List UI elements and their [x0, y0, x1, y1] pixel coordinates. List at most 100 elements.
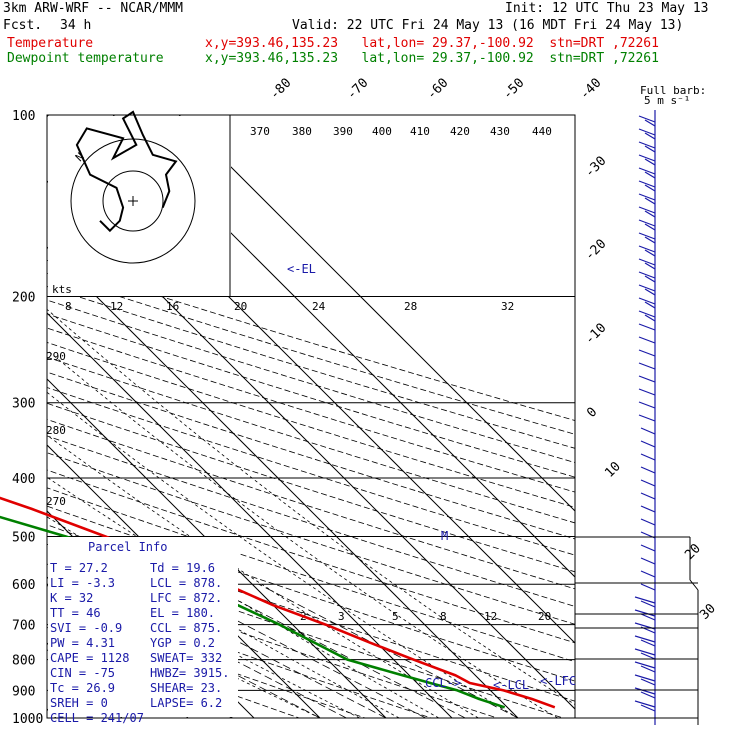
wind-barb-extra	[640, 678, 656, 686]
hodograph-background	[48, 116, 231, 296]
wind-barb	[638, 180, 656, 188]
wind-barb	[638, 193, 656, 201]
theta-label-370: 370	[250, 125, 270, 138]
wind-barb	[638, 375, 656, 383]
init-time: Init: 12 UTC Thu 23 May 13	[505, 1, 709, 16]
lcl-marker: <-LCL	[493, 678, 529, 692]
wind-barb	[640, 505, 656, 513]
dry-adiabat	[47, 435, 575, 607]
dry-adiabat	[47, 452, 575, 625]
wind-barb	[638, 297, 656, 305]
parcel-info-left: CELL = 241/07	[50, 711, 144, 725]
parcel-info-right: YGP = 0.2	[150, 636, 215, 650]
dry-adiabat	[47, 524, 575, 702]
wind-barb-extra	[640, 704, 656, 712]
isotherm-label-0: 0	[584, 405, 600, 421]
wind-barb-extra	[644, 236, 656, 244]
mixing-ratio-label-3: 3	[338, 610, 345, 623]
pressure-label-400: 400	[12, 472, 35, 487]
wind-barb-extra	[644, 132, 656, 140]
wind-barb	[640, 492, 656, 500]
wind-barb-extra	[644, 145, 656, 153]
theta-label-430: 430	[490, 125, 510, 138]
hodograph-trace	[75, 110, 178, 233]
parcel-info-left: CIN = -75	[50, 666, 115, 680]
pressure-label-500: 500	[12, 530, 35, 545]
wind-barb	[640, 427, 656, 435]
mixing-ratio-label-12: 12	[484, 610, 497, 623]
isotherm-label-20: 20	[682, 541, 704, 563]
wind-barb	[640, 479, 656, 487]
isotherm-label-10: 10	[602, 459, 624, 481]
theta-label-left: 270	[46, 495, 66, 508]
isotherm-line	[47, 312, 453, 718]
wind-barb	[640, 466, 656, 474]
dry-adiabat	[47, 356, 575, 524]
theta-label-400: 400	[372, 125, 392, 138]
wind-barb	[640, 583, 656, 591]
theta-label-left: 290	[46, 350, 66, 363]
parcel-info-right: LFC = 872.	[150, 591, 222, 605]
theta-label-410: 410	[410, 125, 430, 138]
wind-barb	[638, 323, 656, 331]
dewpoint-legend: Dewpoint temperature	[7, 51, 164, 66]
pressure-label-1000: 1000	[12, 712, 43, 727]
wind-barb	[634, 687, 656, 695]
forecast-label: Fcst.	[3, 18, 43, 33]
wind-barb-extra	[644, 197, 656, 205]
wind-barb-extra	[644, 301, 656, 309]
pressure-label-700: 700	[12, 619, 35, 634]
wind-barb	[638, 219, 656, 227]
isotherm-label--30: -30	[582, 154, 609, 181]
parcel-info-left: LI = -3.3	[50, 576, 115, 590]
parcel-info-right: CCL = 875.	[150, 621, 222, 635]
wind-barb	[634, 700, 656, 708]
wind-barb	[634, 596, 656, 604]
isotherm-label--10: -10	[582, 321, 609, 348]
dry-adiabat	[47, 584, 433, 718]
wind-barb-extra	[640, 691, 656, 699]
isotherm-line	[0, 115, 3, 731]
parcel-info-right: LAPSE= 6.2	[150, 696, 222, 710]
temperature-location: x,y=393.46,135.23 lat,lon= 29.37,-100.92…	[205, 36, 659, 51]
isotherm-label--80: -80	[267, 76, 294, 103]
mixing-ratio-label-8: 8	[440, 610, 447, 623]
wind-barb	[638, 128, 656, 136]
pressure-label-300: 300	[12, 397, 35, 412]
dry-adiabat	[47, 313, 575, 478]
wind-barb-extra	[644, 223, 656, 231]
dewpoint-location: x,y=393.46,135.23 lat,lon= 29.37,-100.92…	[205, 51, 659, 66]
wind-barb-extra	[644, 171, 656, 179]
isotherm-line	[47, 246, 519, 718]
wind-barb	[638, 245, 656, 253]
theta-label-390: 390	[333, 125, 353, 138]
parcel-info-left: Tc = 26.9	[50, 681, 115, 695]
wind-barb	[640, 518, 656, 526]
wind-barb	[638, 284, 656, 292]
pressure-label-900: 900	[12, 684, 35, 699]
wind-barb	[634, 609, 656, 617]
wind-barb	[638, 115, 656, 123]
wind-barb	[638, 336, 656, 344]
isotherm-label--70: -70	[344, 76, 371, 103]
parcel-info-title: Parcel Info	[88, 540, 167, 554]
wind-barb	[640, 453, 656, 461]
hodograph-ring-label: 16	[166, 300, 179, 313]
isotherm-line	[47, 378, 387, 718]
wind-barb	[638, 258, 656, 266]
wind-barb	[640, 570, 656, 578]
pressure-label-100: 100	[12, 109, 35, 124]
wind-barb-extra	[644, 184, 656, 192]
mixing-ratio-label-20: 20	[538, 610, 551, 623]
wind-barb	[638, 206, 656, 214]
wind-barb-extra	[640, 600, 656, 608]
parcel-info-left: K = 32	[50, 591, 93, 605]
wind-barb-extra	[644, 262, 656, 270]
el-marker: <-EL	[287, 262, 316, 276]
temperature-trace	[0, 496, 556, 709]
isotherm-label--40: -40	[577, 76, 604, 103]
isotherm-label--20: -20	[582, 237, 609, 264]
hodograph-units: kts	[52, 283, 72, 296]
wind-barb	[634, 648, 656, 656]
